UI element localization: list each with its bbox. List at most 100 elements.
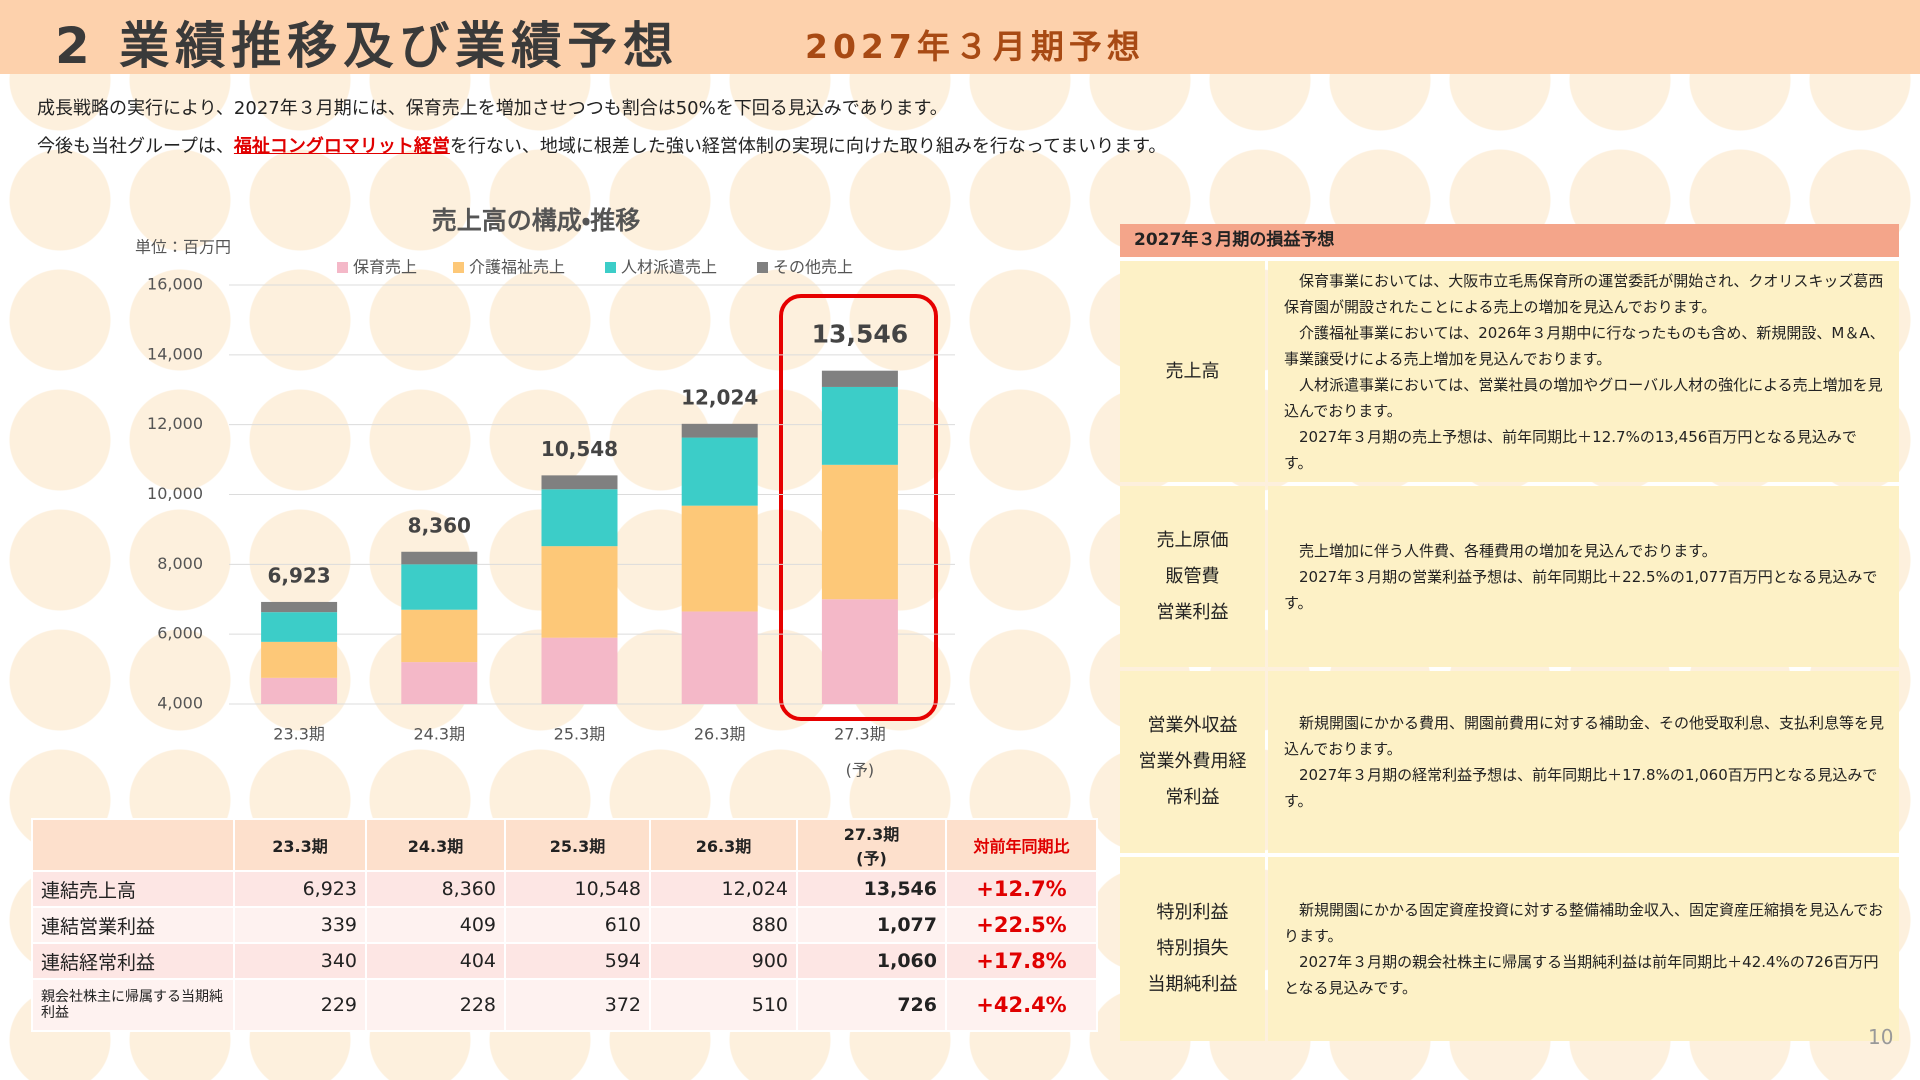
row-label: 特別損失 (1156, 938, 1229, 959)
table-cell: 372 (504, 978, 651, 1032)
row-label: 連結売上高 (31, 870, 235, 908)
row-label: 連結経常利益 (31, 942, 235, 980)
x-tick-label: 23.3期 (273, 725, 325, 744)
panel-row: 特別利益特別損失当期純利益 新規開園にかかる固定資産投資に対する整備補助金収入、固… (1120, 857, 1899, 1041)
panel-row: 売上原価販管費営業利益 売上増加に伴う人件費、各種費用の増加を見込んでおります。 2… (1120, 486, 1899, 667)
total-label: 8,360 (408, 513, 471, 537)
category-note: (予) (846, 761, 875, 780)
row-label: 営業外収益 (1147, 715, 1238, 736)
legend-swatch (337, 262, 348, 273)
row-label: 売上原価 (1156, 529, 1229, 551)
panel-title: 2027年３月期の損益予想 (1120, 224, 1899, 257)
row-text: 新規開園にかかる固定資産投資に対する整備補助金収入、固定資産圧縮損を見込んでおり… (1268, 857, 1899, 1041)
table-cell: 339 (233, 906, 367, 944)
intro-text: 今後も当社グループは、 (37, 136, 234, 157)
bar-segment (541, 489, 618, 547)
table-cell: 726 (796, 978, 947, 1032)
paragraph: 売上増加に伴う人件費、各種費用の増加を見込んでおります。 (1299, 541, 1717, 560)
intro-line: 成長戦略の実行により、2027年３月期には、保育売上を増加させつつも割合は50%… (37, 98, 948, 119)
row-label: 当期純利益 (1147, 974, 1238, 995)
unit-label: 単位：百万円 (135, 238, 231, 257)
y-tick-label: 8,000 (157, 554, 203, 573)
header-cell: 24.3期 (365, 818, 506, 872)
y-tick-label: 12,000 (147, 414, 203, 433)
legend-label: 保育売上 (353, 258, 417, 277)
legend-label: 介護福祉売上 (469, 258, 565, 277)
table-cell: 409 (365, 906, 506, 944)
row-text: 保育事業においては、大阪市立毛馬保育所の運営委託が開始され、クオリスキッズ葛西保… (1268, 261, 1899, 482)
forecast-highlight (779, 294, 938, 721)
table-cell: 594 (504, 942, 651, 980)
column-label: 対前年同期比 (973, 837, 1070, 856)
bar-segment (541, 475, 618, 490)
total-label: 13,546 (812, 320, 908, 349)
table-cell: +12.7% (945, 870, 1098, 908)
bar-segment (821, 386, 898, 465)
panel-row: 営業外収益 営業外費用経 常利益 新規開園にかかる費用、開園前費用に対する補助金、その… (1120, 671, 1899, 853)
y-tick-label: 14,000 (147, 344, 203, 363)
bar-segment (681, 505, 758, 612)
paragraph: 人材派遣事業においては、営業社員の増加やグローバル人材の強化による売上増加を見込… (1284, 375, 1883, 420)
table-row: 連結売上高 6,923 8,360 10,548 12,024 13,546 +12.7% (31, 870, 1098, 908)
legend-swatch (757, 262, 768, 273)
x-tick-label: 25.3期 (554, 725, 606, 744)
slide-subtitle: 2027年３月期予想 (805, 27, 1145, 66)
table-cell: 228 (365, 978, 506, 1032)
y-tick-label: 4,000 (157, 694, 203, 713)
panel-row: 売上高 保育事業においては、大阪市立毛馬保育所の運営委託が開始され、クオリスキッズ… (1120, 261, 1899, 482)
table-cell: 8,360 (365, 870, 506, 908)
paragraph: 保育事業においては、大阪市立毛馬保育所の運営委託が開始され、クオリスキッズ葛西保… (1284, 271, 1884, 316)
bar-segment (541, 546, 618, 638)
bar-segment (401, 609, 478, 663)
table-cell: 229 (233, 978, 367, 1032)
column-label: 27.3期 (843, 825, 900, 844)
y-tick-label: 6,000 (157, 624, 203, 643)
row-label: 常利益 (1165, 787, 1220, 808)
bar-segment (261, 641, 338, 678)
y-tick-label: 10,000 (147, 484, 203, 503)
table-cell: 340 (233, 942, 367, 980)
row-label: 営業利益 (1156, 601, 1229, 623)
bar-segment (401, 564, 478, 610)
row-labels: 売上高 (1120, 261, 1265, 482)
bar-segment (261, 601, 338, 613)
row-label: 販管費 (1165, 565, 1220, 587)
total-label: 10,548 (541, 437, 618, 461)
bar-segment (681, 611, 758, 704)
bar-segment (401, 662, 478, 704)
paragraph: 2027年３月期の親会社株主に帰属する当期純利益は前年同期比＋42.4%の726… (1284, 953, 1879, 997)
row-label: 売上高 (1165, 360, 1220, 382)
paragraph: 2027年３月期の営業利益予想は、前年同期比＋22.5%の1,077百万円となる… (1284, 567, 1878, 612)
table-row: 連結経常利益 340 404 594 900 1,060 +17.8% (31, 942, 1098, 980)
row-label: 連結営業利益 (31, 906, 235, 944)
header-cell: 26.3期 (649, 818, 798, 872)
table-cell: 1,060 (796, 942, 947, 980)
table-cell: 880 (649, 906, 798, 944)
bar-segment (541, 637, 618, 704)
total-label: 6,923 (267, 563, 330, 587)
table-cell: 13,546 (796, 870, 947, 908)
table-cell: +42.4% (945, 978, 1098, 1032)
header-cell (31, 818, 235, 872)
page-number: 10 (1868, 1025, 1894, 1049)
header-row: 23.3期 24.3期 25.3期 26.3期 27.3期 (予) 対前年同期比 (31, 818, 1098, 872)
row-label: 特別利益 (1156, 902, 1229, 923)
header-cell: 25.3期 (504, 818, 651, 872)
intro-text: を行ない、地域に根差した強い経営体制の実現に向けた取り組みを行なってまいります。 (449, 136, 1167, 157)
slide-title: 2 業績推移及び業績予想 (55, 17, 680, 75)
forecast-note: (予) (856, 849, 887, 868)
bar-segment (681, 437, 758, 506)
forecast-panel: 2027年３月期の損益予想 売上高 保育事業においては、大阪市立毛馬保育所の運営委… (1120, 224, 1899, 1041)
table-cell: 6,923 (233, 870, 367, 908)
x-tick-label: 27.3期 (834, 725, 886, 744)
paragraph: 2027年３月期の経常利益予想は、前年同期比＋17.8%の1,060百万円となる… (1284, 766, 1878, 810)
legend-swatch (453, 262, 464, 273)
row-text: 売上増加に伴う人件費、各種費用の増加を見込んでおります。 2027年３月期の営業利… (1268, 486, 1899, 667)
bar-segment (821, 599, 898, 704)
total-label: 12,024 (681, 385, 758, 409)
row-labels: 売上原価販管費営業利益 (1120, 486, 1265, 667)
header-cell: 対前年同期比 (945, 818, 1098, 872)
legend-swatch (605, 262, 616, 273)
